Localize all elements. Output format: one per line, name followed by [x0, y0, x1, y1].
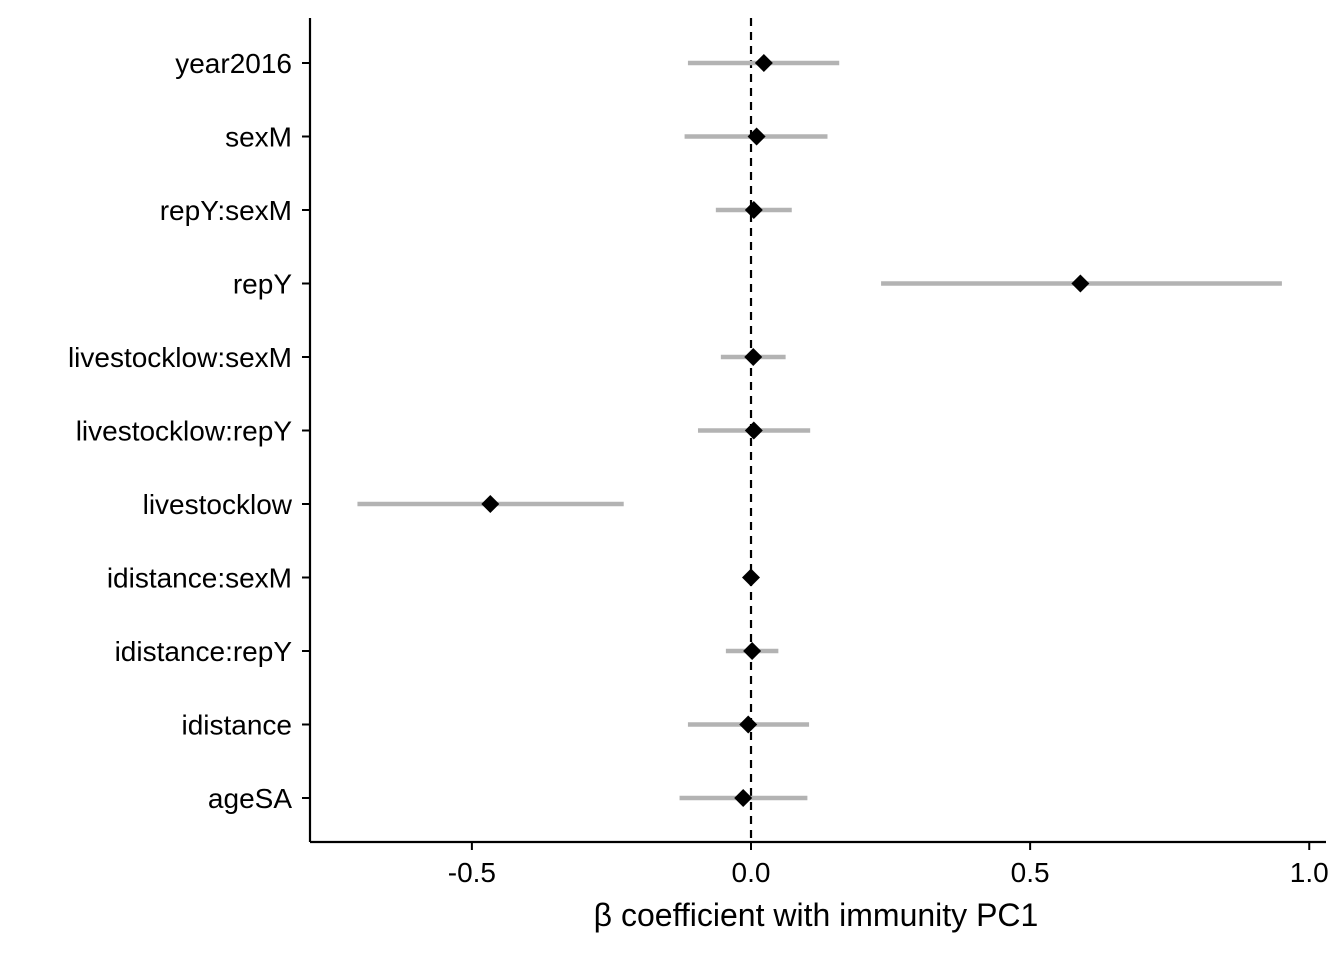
y-tick-label: repY [233, 269, 292, 300]
estimate-point [754, 54, 773, 72]
estimate-point [1071, 274, 1090, 293]
y-tick-label: idistance:sexM [107, 563, 292, 594]
y-tick-label: year2016 [175, 48, 292, 79]
x-tick-label: 1.0 [1290, 857, 1329, 888]
estimate-point [481, 495, 500, 513]
estimate-point [743, 642, 762, 660]
estimate-point [739, 715, 758, 734]
y-tick-label: ageSA [208, 783, 292, 814]
estimate-point [742, 568, 761, 587]
y-tick-label: idistance [181, 710, 292, 741]
y-tick-label: livestocklow:sexM [68, 342, 292, 373]
y-tick-label: livestocklow:repY [76, 416, 293, 447]
y-tick-label: repY:sexM [160, 195, 292, 226]
point-layer [481, 54, 1090, 807]
x-tick-label: 0.0 [732, 857, 771, 888]
y-tick-label: sexM [225, 122, 292, 153]
axis-layer: year2016 sexM repY:sexM repY livestocklow:se… [68, 18, 1329, 888]
x-tick-label: -0.5 [448, 857, 496, 888]
y-tick-label: livestocklow [143, 489, 293, 520]
estimate-point [734, 789, 753, 807]
estimate-point [747, 127, 766, 146]
y-tick-label: idistance:repY [115, 636, 293, 667]
x-tick-label: 0.5 [1011, 857, 1050, 888]
estimate-point [744, 348, 763, 366]
x-axis-title: β coefficient with immunity PC1 [594, 897, 1039, 933]
estimate-point [744, 201, 763, 219]
estimate-point [744, 421, 763, 440]
